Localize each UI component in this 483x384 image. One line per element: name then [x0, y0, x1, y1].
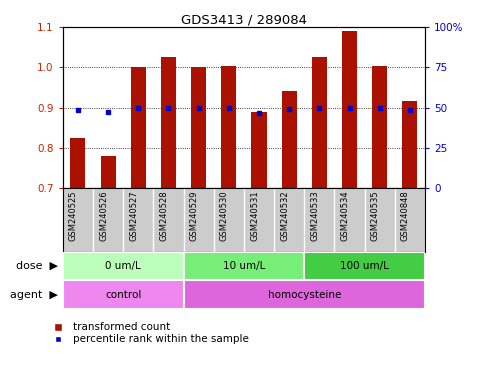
Bar — [184, 252, 304, 280]
Text: GSM240525: GSM240525 — [69, 190, 78, 240]
Text: GSM240527: GSM240527 — [129, 190, 138, 241]
Text: 10 um/L: 10 um/L — [223, 261, 265, 271]
Text: GDS3413 / 289084: GDS3413 / 289084 — [181, 13, 307, 26]
Legend: transformed count, percentile rank within the sample: transformed count, percentile rank withi… — [44, 318, 253, 349]
Bar — [304, 252, 425, 280]
Text: GSM240533: GSM240533 — [311, 190, 319, 241]
Bar — [100, 156, 115, 188]
Bar — [221, 66, 236, 188]
Bar — [372, 66, 387, 188]
Bar — [191, 67, 206, 188]
Text: control: control — [105, 290, 142, 300]
Bar — [71, 138, 85, 188]
Bar — [252, 113, 267, 188]
Bar — [131, 67, 146, 188]
Bar — [312, 57, 327, 188]
Bar — [63, 252, 184, 280]
Text: 0 um/L: 0 um/L — [105, 261, 141, 271]
Text: GSM240535: GSM240535 — [371, 190, 380, 241]
Text: agent  ▶: agent ▶ — [10, 290, 58, 300]
Text: GSM240531: GSM240531 — [250, 190, 259, 241]
Bar — [342, 31, 357, 188]
Text: GSM240528: GSM240528 — [159, 190, 169, 241]
Text: GSM240848: GSM240848 — [401, 190, 410, 241]
Text: GSM240529: GSM240529 — [190, 190, 199, 240]
Bar — [402, 101, 417, 188]
Text: GSM240534: GSM240534 — [341, 190, 350, 241]
Bar — [161, 57, 176, 188]
Bar — [282, 91, 297, 188]
Text: GSM240526: GSM240526 — [99, 190, 108, 241]
Text: 100 um/L: 100 um/L — [340, 261, 389, 271]
Text: dose  ▶: dose ▶ — [16, 261, 58, 271]
Bar — [63, 280, 184, 309]
Text: GSM240530: GSM240530 — [220, 190, 229, 241]
Bar — [184, 280, 425, 309]
Text: homocysteine: homocysteine — [268, 290, 341, 300]
Text: GSM240532: GSM240532 — [280, 190, 289, 241]
